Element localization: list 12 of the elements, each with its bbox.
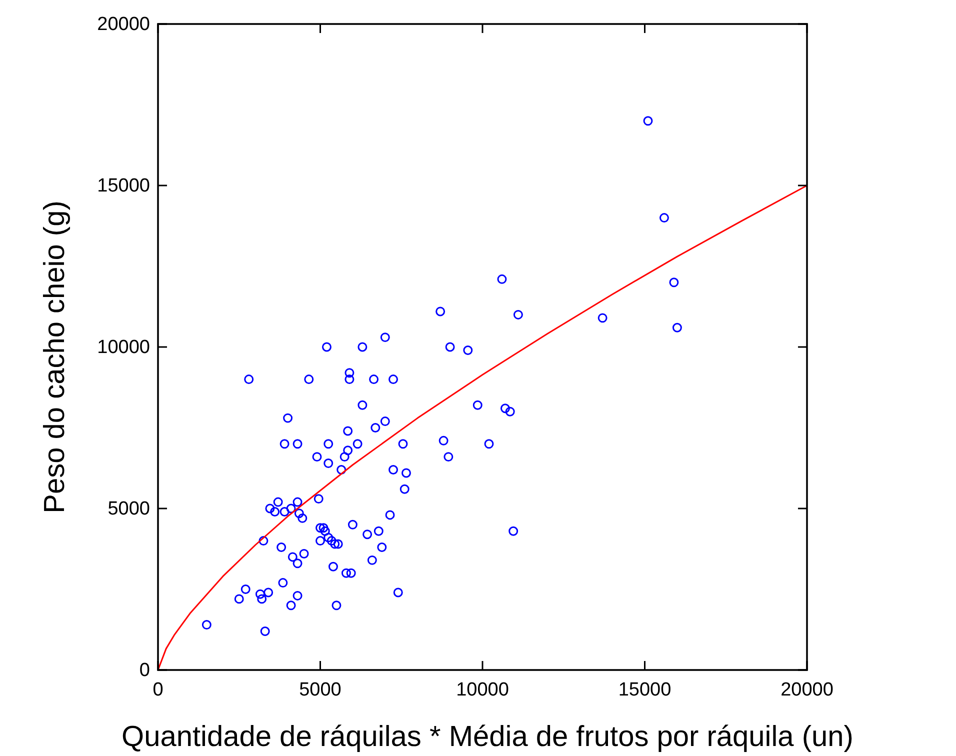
y-tick-label: 10000 [97, 337, 150, 358]
y-tick-label: 5000 [108, 498, 150, 520]
y-tick-label: 15000 [97, 176, 150, 197]
x-tick-label: 20000 [780, 679, 834, 700]
x-tick-label: 15000 [618, 679, 672, 700]
y-tick-label: 0 [139, 660, 150, 682]
x-axis-title: Quantidade de ráquilas * Média de frutos por ráquila (un) [122, 721, 854, 753]
x-tick-label: 10000 [456, 679, 509, 700]
y-tick-label: 20000 [97, 14, 150, 36]
x-tick-label: 5000 [299, 679, 342, 700]
x-tick-label: 0 [152, 679, 164, 700]
y-axis-title: Peso do cacho cheio (g) [39, 200, 71, 514]
